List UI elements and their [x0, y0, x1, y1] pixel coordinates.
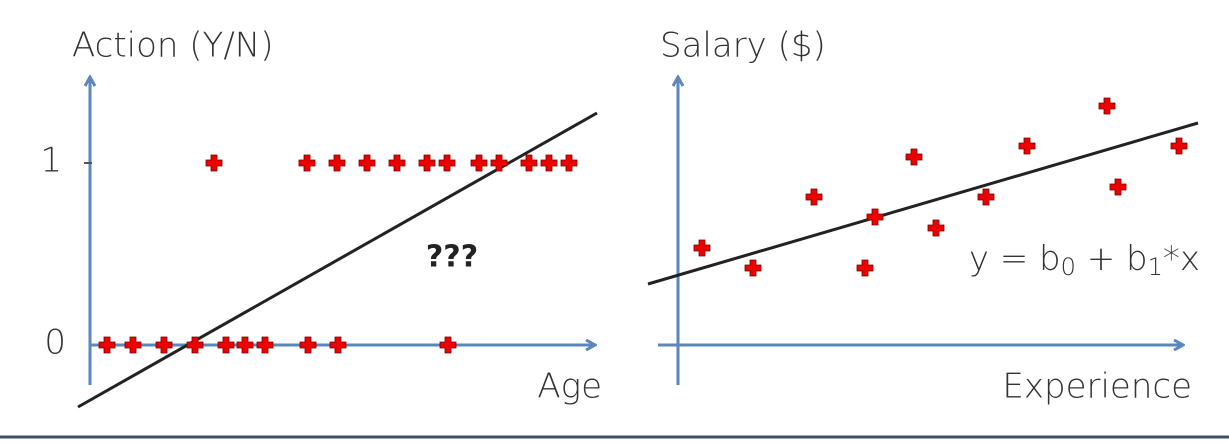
- eq-sub: 1: [1148, 253, 1163, 281]
- point: [418, 154, 436, 172]
- point: [1109, 178, 1127, 196]
- point: [298, 154, 316, 172]
- point: [744, 259, 762, 277]
- point: [388, 154, 406, 172]
- point: [124, 336, 142, 354]
- point: [470, 154, 488, 172]
- point: [490, 154, 508, 172]
- point: [1170, 137, 1188, 155]
- point: [155, 336, 173, 354]
- point: [256, 336, 274, 354]
- x-label: Experience: [1002, 367, 1192, 407]
- point: [520, 154, 538, 172]
- note: ???: [426, 240, 478, 275]
- eq-part: *x: [1163, 239, 1200, 279]
- point: [439, 336, 457, 354]
- point: [693, 239, 711, 257]
- point: [866, 208, 884, 226]
- point: [329, 336, 347, 354]
- eq-part: + b: [1076, 239, 1148, 279]
- point: [217, 336, 235, 354]
- point: [540, 154, 558, 172]
- point: [856, 259, 874, 277]
- point: [560, 154, 578, 172]
- x-label: Age: [537, 367, 602, 407]
- point: [186, 336, 204, 354]
- point: [905, 148, 923, 166]
- left-chart: Action (Y/N) 1 0 Age ???: [40, 26, 602, 409]
- tick-label: 1: [40, 141, 62, 181]
- fit-line: [647, 121, 1199, 286]
- eq-sub: 0: [1061, 253, 1076, 281]
- eq-part: y = b: [969, 239, 1061, 279]
- point: [1098, 97, 1116, 115]
- fit-line: [77, 111, 598, 409]
- point: [977, 188, 995, 206]
- point: [328, 154, 346, 172]
- equation: y = b0 + b1*x: [969, 239, 1200, 282]
- point: [438, 154, 456, 172]
- point: [1018, 137, 1036, 155]
- point: [299, 336, 317, 354]
- point: [205, 154, 223, 172]
- point: [236, 336, 254, 354]
- point: [358, 154, 376, 172]
- point: [98, 336, 116, 354]
- y-label: Action (Y/N): [72, 26, 273, 66]
- right-chart: Salary ($) Experience y = b0 + b1*x: [647, 26, 1200, 407]
- point: [927, 219, 945, 237]
- point: [805, 188, 823, 206]
- y-label: Salary ($): [660, 26, 826, 66]
- tick-label: 0: [44, 323, 66, 363]
